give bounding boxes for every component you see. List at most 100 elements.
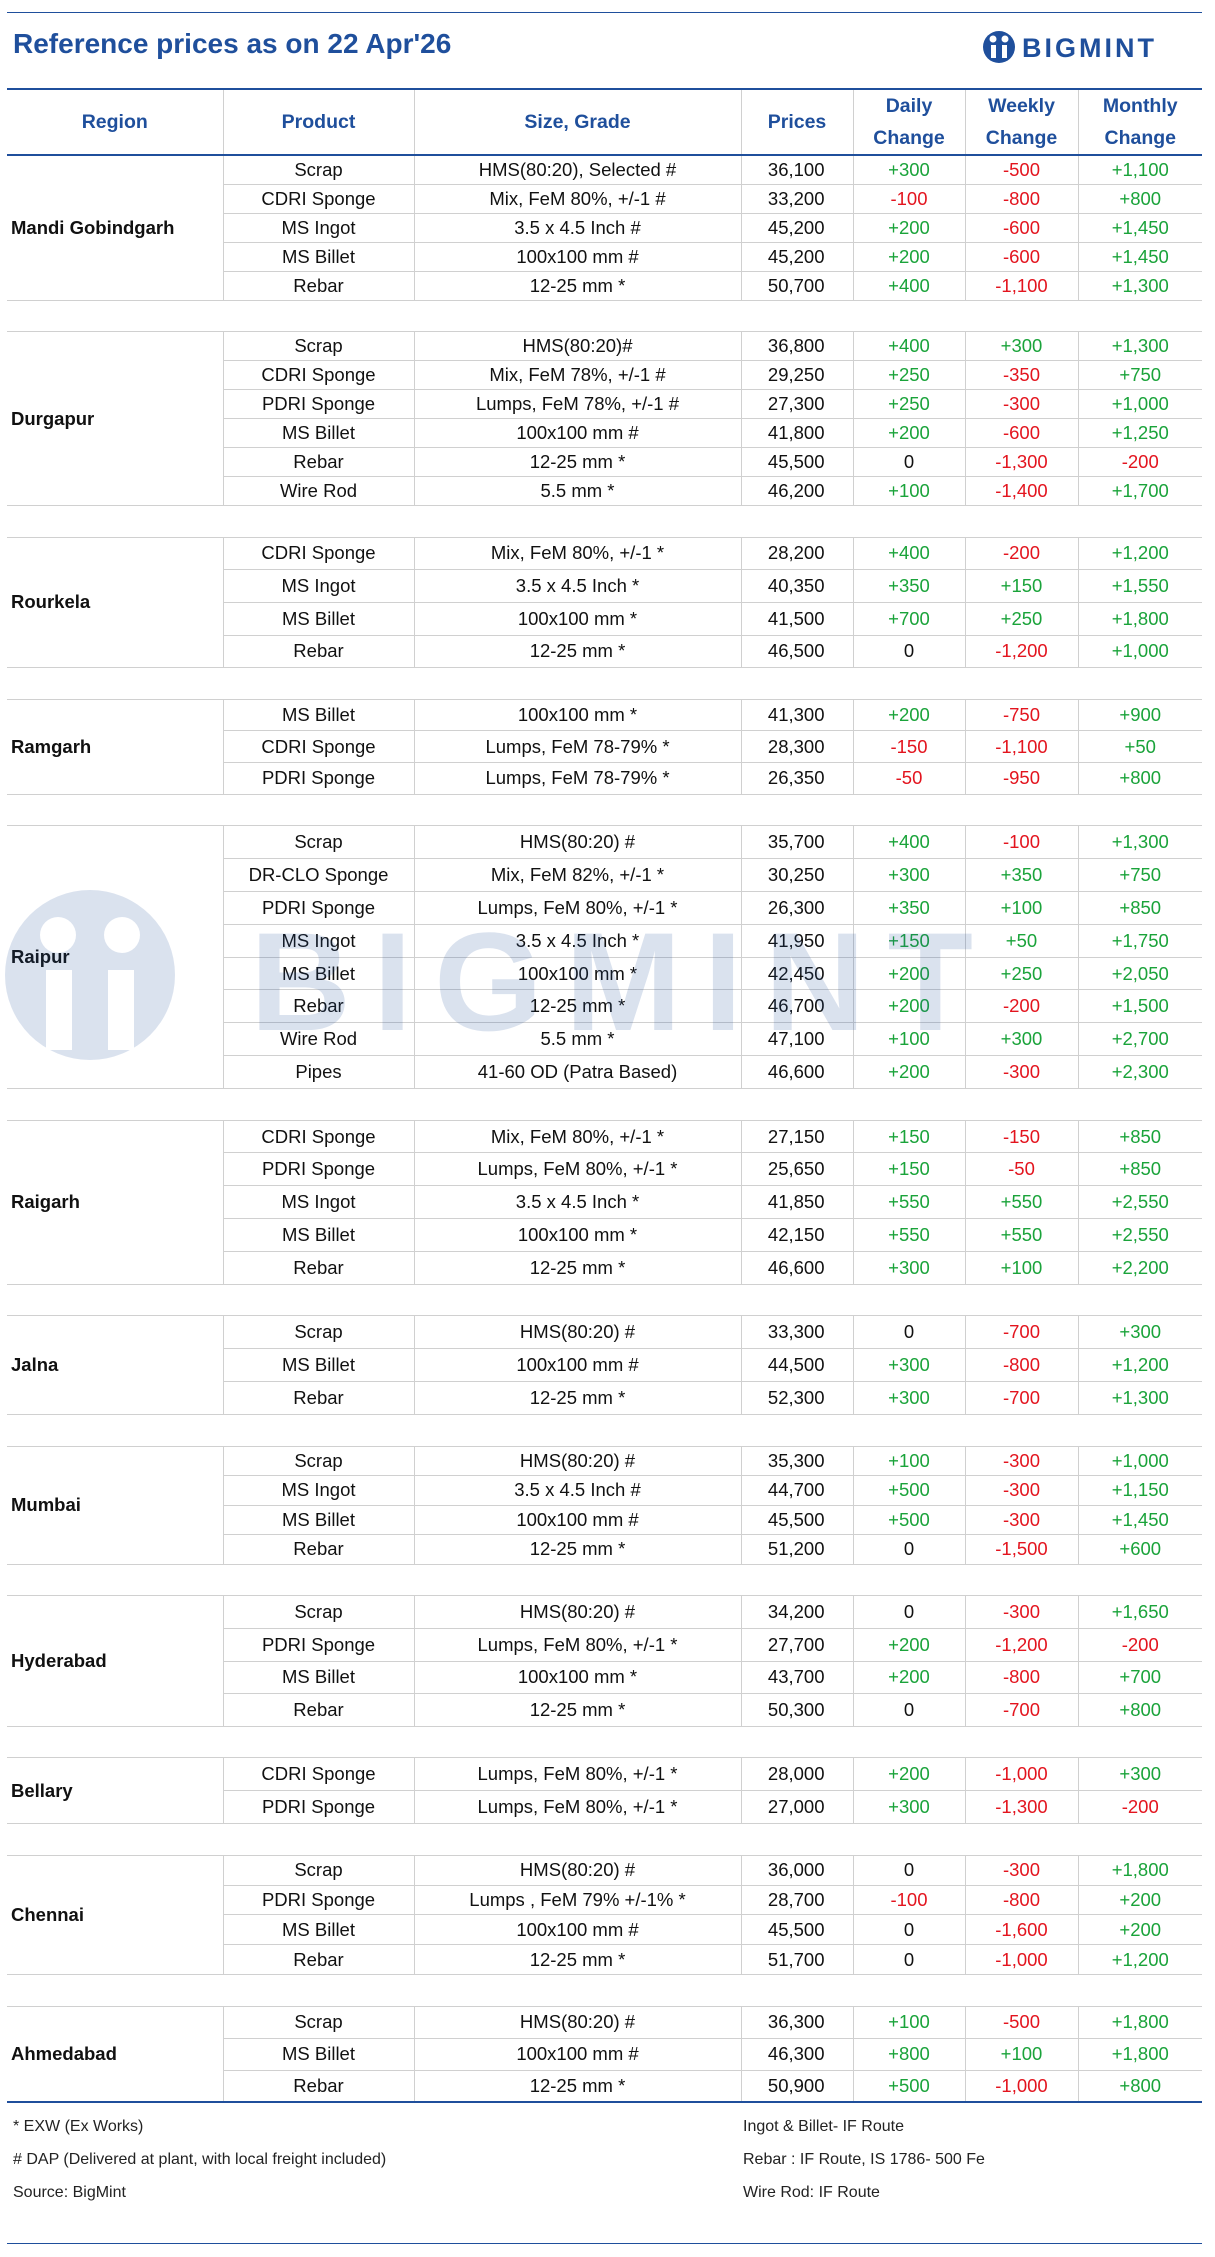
price-row: CDRI Sponge Mix, FeM 80%, +/-1 #33,200 -10… <box>7 183 1202 214</box>
monthly-change-cell: +1,800 <box>1077 2037 1202 2071</box>
price-row: Rourkela CDRI Sponge Mix, FeM 80%, +/-1 * 2… <box>7 536 1202 669</box>
monthly-change-cell: +1,800 <box>1077 1854 1202 1886</box>
price-row: Rebar 12-25 mm * 46,600 +300 +100 +2,200 <box>7 1250 1202 1285</box>
weekly-change-cell: -700 <box>964 1315 1079 1350</box>
footnote: * EXW (Ex Works) <box>13 2118 144 2135</box>
region-cell: Bellary <box>7 1757 224 1825</box>
monthly-change-cell: +1,250 <box>1077 418 1202 448</box>
monthly-change-cell: +1,550 <box>1077 569 1202 603</box>
column-header: Monthly Change <box>1077 88 1202 156</box>
region-cell: Durgapur <box>7 331 224 506</box>
grade-cell: 41-60 OD (Patra Based) <box>413 1055 742 1090</box>
product-cell: MS Billet <box>222 1504 415 1536</box>
price-cell: 45,200 <box>740 212 854 243</box>
grade-cell: Mix, FeM 80%, +/-1 # <box>413 183 742 214</box>
price-cell: 42,450 <box>740 956 854 991</box>
product-cell: MS Billet <box>222 601 415 636</box>
daily-change-cell: +200 <box>852 241 966 272</box>
grade-cell: Mix, FeM 80%, +/-1 * <box>413 1119 742 1154</box>
spacer-row <box>7 1414 1202 1447</box>
daily-change-cell: +350 <box>852 569 966 603</box>
spacer-cell <box>7 1283 1202 1317</box>
product-cell: MS Ingot <box>222 569 415 603</box>
footnote: Rebar : IF Route, IS 1786- 500 Fe <box>743 2151 985 2168</box>
product-cell: PDRI Sponge <box>222 890 415 925</box>
spacer-cell <box>7 299 1202 332</box>
bottom-rule <box>7 2243 1202 2244</box>
daily-change-cell: 0 <box>852 1534 966 1565</box>
price-cell: 40,350 <box>740 569 854 603</box>
price-row: MS Billet 100x100 mm #44,500 +300 -800 +1,20… <box>7 1348 1202 1383</box>
region-cell: Raigarh <box>7 1119 224 1285</box>
daily-change-cell: 0 <box>852 1693 966 1727</box>
price-cell: 29,250 <box>740 360 854 390</box>
weekly-change-cell: +550 <box>964 1218 1079 1252</box>
grade-cell: 12-25 mm * <box>413 1381 742 1416</box>
price-cell: 50,700 <box>740 270 854 301</box>
price-row: Rebar 12-25 mm * 50,300 0 -700 +800 <box>7 1693 1202 1727</box>
spacer-cell <box>7 1725 1202 1759</box>
weekly-change-cell: -1,200 <box>964 1627 1079 1662</box>
product-cell: Scrap <box>222 331 415 361</box>
daily-change-cell: +400 <box>852 825 966 859</box>
monthly-change-cell: +1,200 <box>1077 536 1202 571</box>
region-cell: Ahmedabad <box>7 2005 224 2103</box>
footnote: Ingot & Billet- IF Route <box>743 2118 904 2135</box>
weekly-change-cell: +250 <box>964 601 1079 636</box>
product-cell: Rebar <box>222 270 415 301</box>
weekly-change-cell: -1,400 <box>964 476 1079 506</box>
product-cell: PDRI Sponge <box>222 1790 415 1825</box>
grade-cell: HMS(80:20) # <box>413 1595 742 1629</box>
weekly-change-cell: -100 <box>964 825 1079 859</box>
weekly-change-cell: -600 <box>964 418 1079 448</box>
grade-cell: 12-25 mm * <box>413 2069 742 2103</box>
price-cell: 45,500 <box>740 1914 854 1946</box>
product-cell: MS Billet <box>222 1914 415 1946</box>
daily-change-cell: +300 <box>852 1348 966 1383</box>
price-row: MS Billet 100x100 mm #46,300 +800 +100 +1,80… <box>7 2037 1202 2071</box>
table-body: Mandi Gobindgarh Scrap HMS(80:20), Selecte… <box>7 154 1202 2103</box>
grade-cell: HMS(80:20) # <box>413 2005 742 2039</box>
product-cell: DR-CLO Sponge <box>222 857 415 892</box>
daily-change-cell: +350 <box>852 890 966 925</box>
price-row: MS Billet 100x100 mm * 41,500 +700 +250 +1,80… <box>7 601 1202 636</box>
daily-change-cell: +200 <box>852 212 966 243</box>
price-cell: 28,300 <box>740 730 854 763</box>
price-cell: 46,500 <box>740 634 854 669</box>
weekly-change-cell: -1,300 <box>964 1790 1079 1825</box>
weekly-change-cell: -300 <box>964 1854 1079 1886</box>
product-cell: MS Ingot <box>222 212 415 243</box>
price-row: Mumbai Scrap HMS(80:20) #35,300 +100 -300 +1,… <box>7 1445 1202 1565</box>
footnote: Wire Rod: IF Route <box>743 2184 880 2201</box>
daily-change-cell: +550 <box>852 1218 966 1252</box>
monthly-change-cell: +2,300 <box>1077 1055 1202 1090</box>
grade-cell: 12-25 mm * <box>413 270 742 301</box>
weekly-change-cell: -1,000 <box>964 1944 1079 1976</box>
daily-change-cell: 0 <box>852 1595 966 1629</box>
product-cell: CDRI Sponge <box>222 1757 415 1792</box>
region-cell: Rourkela <box>7 536 224 669</box>
daily-change-cell: +800 <box>852 2037 966 2071</box>
price-cell: 44,500 <box>740 1348 854 1383</box>
product-cell: Scrap <box>222 1595 415 1629</box>
monthly-change-cell: +850 <box>1077 890 1202 925</box>
daily-change-cell: -50 <box>852 761 966 795</box>
daily-change-cell: +550 <box>852 1185 966 1220</box>
price-row: MS Ingot 3.5 x 4.5 Inch #45,200 +200 -600 +1… <box>7 212 1202 243</box>
price-row: Ramgarh MS Billet 100x100 mm * 41,300 +200 -7… <box>7 698 1202 795</box>
spacer-cell <box>7 793 1202 827</box>
price-cell: 34,200 <box>740 1595 854 1629</box>
product-cell: CDRI Sponge <box>222 360 415 390</box>
product-cell: MS Ingot <box>222 1185 415 1220</box>
daily-change-cell: +100 <box>852 476 966 506</box>
monthly-change-cell: +1,000 <box>1077 634 1202 669</box>
grade-cell: Lumps, FeM 80%, +/-1 * <box>413 1152 742 1187</box>
daily-change-cell: +300 <box>852 1381 966 1416</box>
daily-change-cell: +200 <box>852 956 966 991</box>
product-cell: Rebar <box>222 2069 415 2103</box>
daily-change-cell: +200 <box>852 1757 966 1792</box>
daily-change-cell: +150 <box>852 923 966 958</box>
price-cell: 45,500 <box>740 1504 854 1536</box>
grade-cell: 100x100 mm # <box>413 418 742 448</box>
